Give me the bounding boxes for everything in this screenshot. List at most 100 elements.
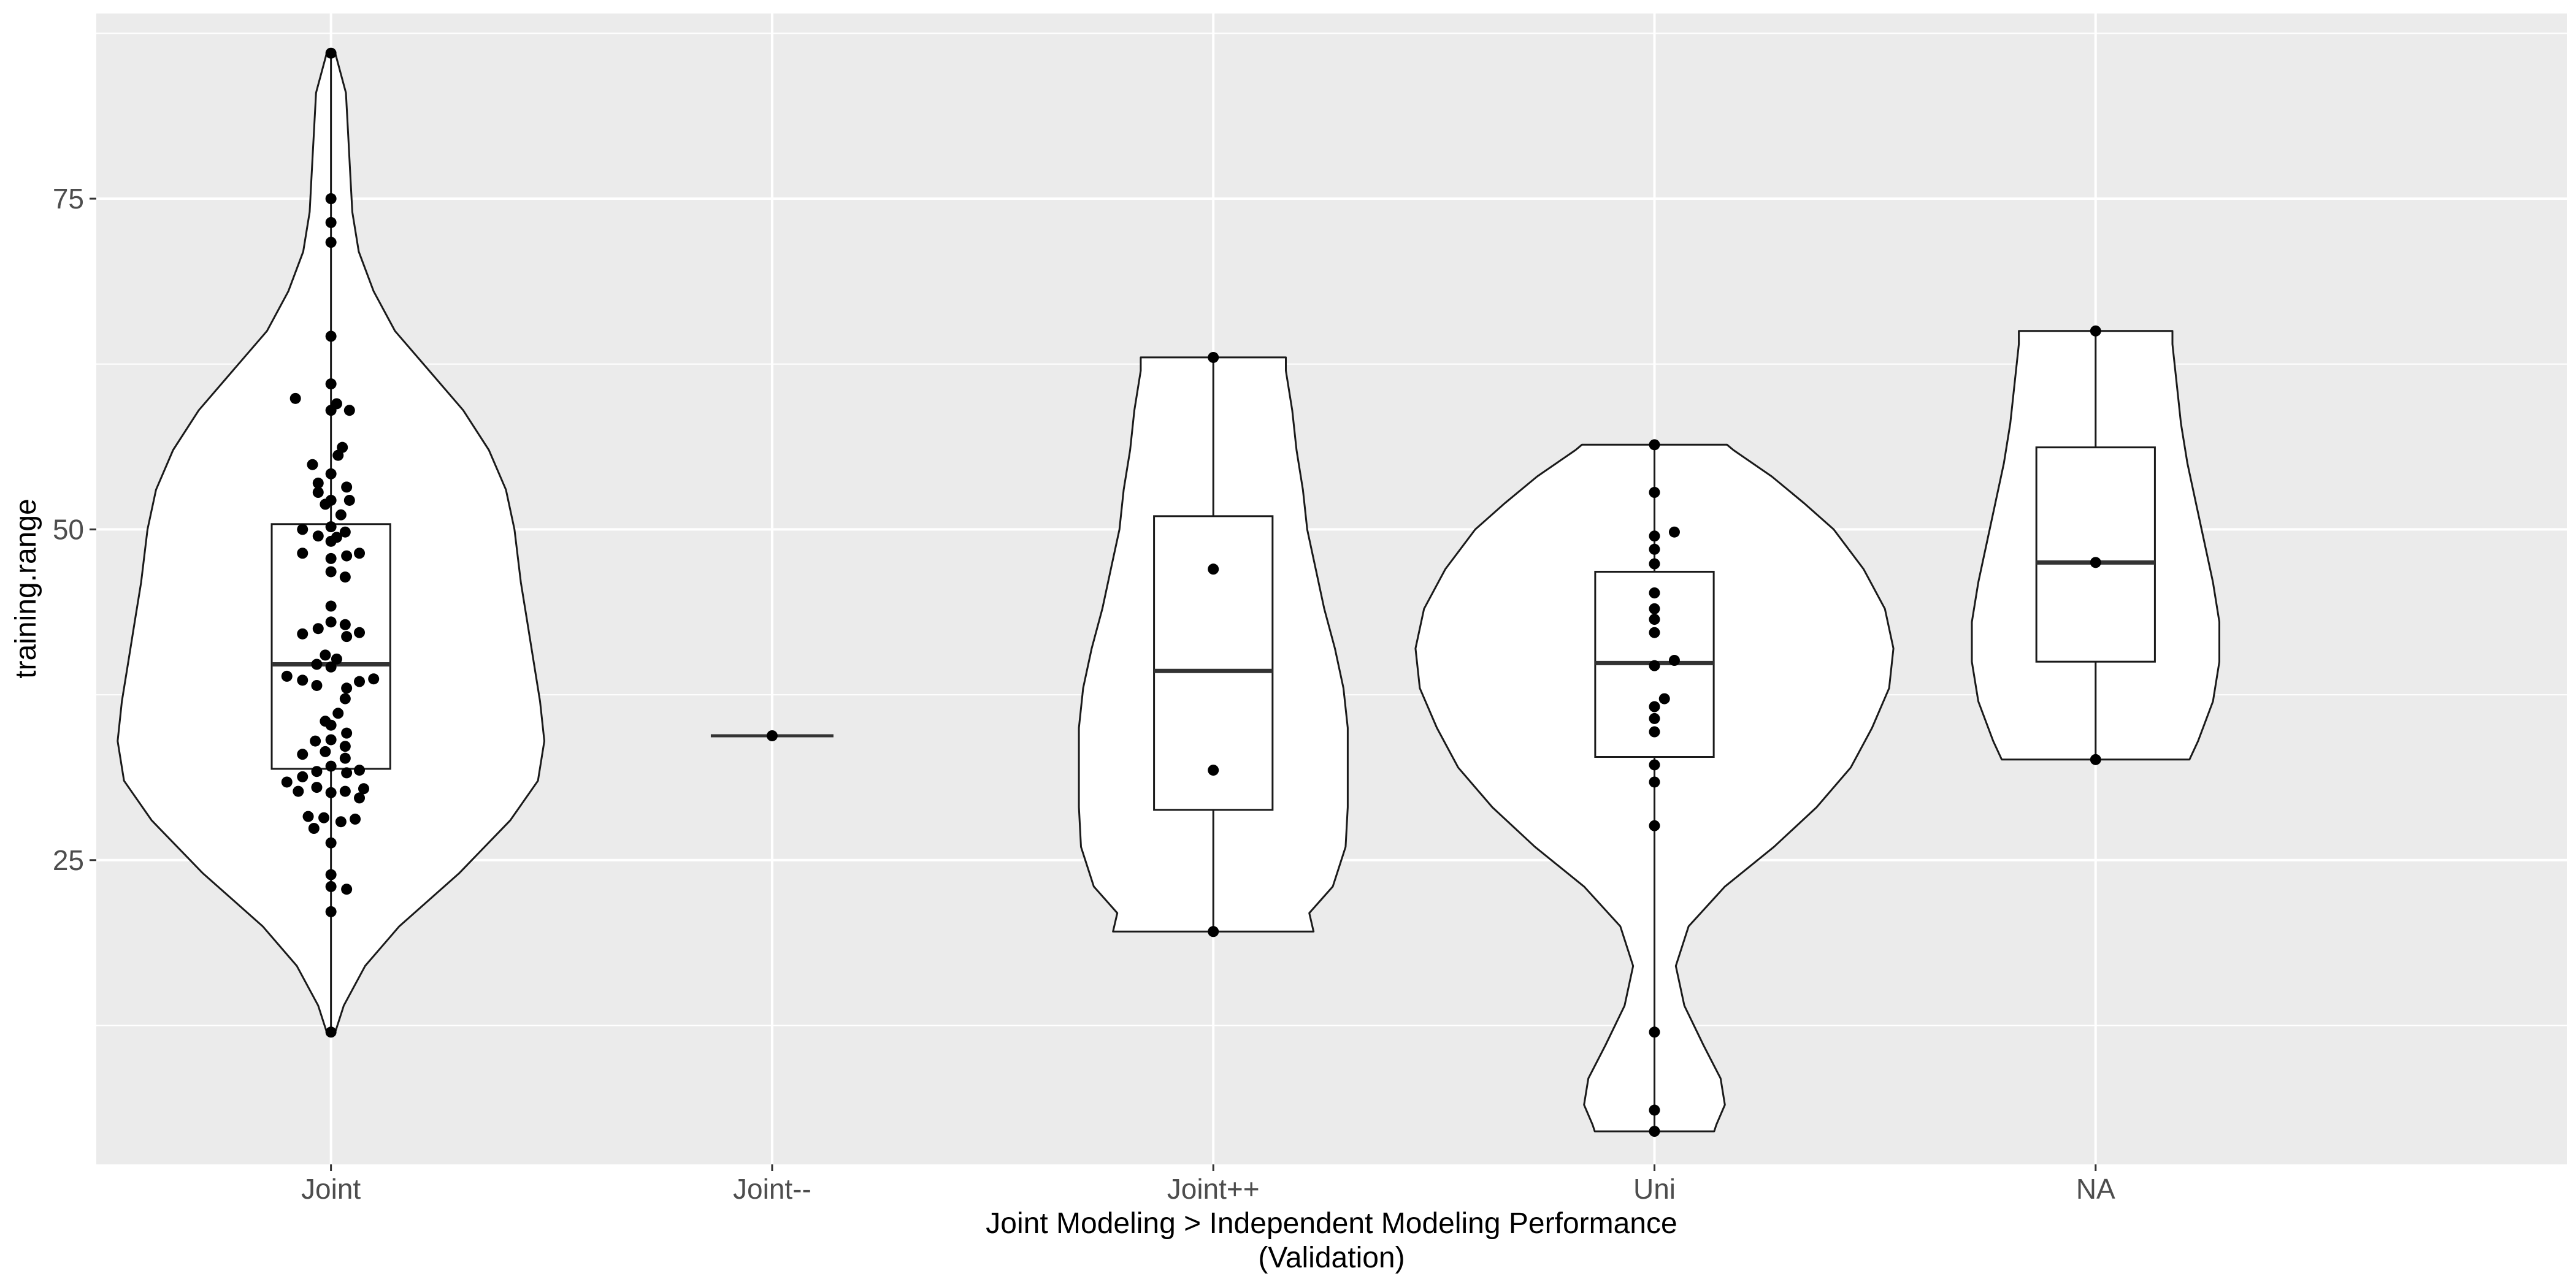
point-Joint bbox=[281, 776, 293, 788]
point-Joint bbox=[341, 727, 353, 739]
point-Joint bbox=[325, 760, 337, 772]
box-NA bbox=[2035, 446, 2156, 663]
point-Uni bbox=[1649, 1026, 1660, 1038]
point-Uni bbox=[1649, 701, 1660, 712]
boxplots bbox=[270, 53, 2156, 1132]
point-Joint bbox=[341, 767, 353, 779]
point-Joint bbox=[325, 405, 337, 416]
point-Joint bbox=[325, 468, 337, 479]
y-tick-label: 50 bbox=[53, 513, 84, 545]
point-Joint bbox=[339, 693, 351, 705]
point-Joint bbox=[339, 526, 351, 538]
x-tick-label: Joint++ bbox=[1167, 1173, 1260, 1205]
axes: 25 50 75 Joint Joint-- Joint++ Uni NA bbox=[53, 183, 2115, 1205]
point-Joint bbox=[312, 487, 324, 498]
x-tick-label: Joint-- bbox=[733, 1173, 811, 1205]
point-Joint bbox=[325, 880, 337, 892]
point-Uni bbox=[1649, 614, 1660, 625]
point-NA bbox=[2090, 325, 2101, 337]
point-Uni bbox=[1649, 487, 1660, 498]
point-Uni bbox=[1649, 558, 1660, 570]
point-Joint bbox=[311, 766, 323, 777]
point-Joint bbox=[325, 237, 337, 248]
point-Joint bbox=[325, 552, 337, 564]
point-Joint bbox=[297, 548, 309, 559]
point-Uni bbox=[1649, 603, 1660, 614]
point-Joint bbox=[325, 566, 337, 578]
point-Joint bbox=[297, 749, 309, 760]
point-Joint bbox=[354, 627, 366, 638]
point-Joint bbox=[325, 734, 337, 746]
point-Uni bbox=[1649, 627, 1660, 638]
point-Joint bbox=[297, 771, 309, 782]
point-Joint bbox=[350, 813, 361, 825]
point-Joint bbox=[312, 477, 324, 489]
point-Joint++ bbox=[1208, 563, 1219, 575]
point-Joint bbox=[341, 631, 353, 643]
point-Joint bbox=[325, 837, 337, 849]
point-NA bbox=[2090, 754, 2101, 765]
point-Joint bbox=[325, 869, 337, 880]
point-Uni bbox=[1649, 530, 1660, 542]
point-Joint bbox=[332, 449, 344, 461]
point-Uni bbox=[1649, 660, 1660, 671]
point-Joint bbox=[354, 792, 366, 804]
point-Joint bbox=[368, 673, 380, 685]
point-Joint bbox=[310, 735, 321, 747]
point-Joint bbox=[320, 498, 331, 510]
point-Joint bbox=[325, 661, 337, 673]
point-Joint bbox=[325, 1026, 337, 1038]
point-Joint bbox=[339, 619, 351, 630]
point-Joint bbox=[312, 623, 324, 635]
point-Uni bbox=[1649, 1104, 1660, 1116]
point-Joint bbox=[318, 812, 330, 823]
point-Joint bbox=[335, 816, 347, 828]
point-Joint bbox=[325, 193, 337, 205]
point-Uni bbox=[1649, 587, 1660, 598]
x-tick-label: Uni bbox=[1633, 1173, 1676, 1205]
point-Joint bbox=[339, 571, 351, 583]
point-Joint bbox=[325, 378, 337, 390]
point-Joint bbox=[325, 330, 337, 342]
point-Joint bbox=[307, 459, 318, 470]
point-Joint bbox=[308, 823, 320, 834]
point-Uni bbox=[1668, 655, 1680, 666]
point-Joint bbox=[281, 670, 293, 682]
point-Uni bbox=[1649, 820, 1660, 831]
point-Joint bbox=[354, 676, 366, 687]
point-Joint++ bbox=[1208, 351, 1219, 363]
point-Joint bbox=[358, 783, 369, 795]
point-Joint bbox=[332, 708, 344, 719]
point-Joint bbox=[311, 782, 323, 793]
data-points bbox=[281, 47, 2101, 1137]
point-Joint bbox=[339, 752, 351, 764]
point-Joint bbox=[311, 679, 323, 691]
point-Joint bbox=[325, 47, 337, 59]
x-axis-title-line-2: (Validation) bbox=[1258, 1242, 1405, 1274]
point-Joint bbox=[343, 494, 355, 506]
point-Joint bbox=[331, 653, 342, 665]
point-Uni bbox=[1649, 712, 1660, 724]
point-Joint bbox=[335, 509, 347, 521]
x-axis-title-line-1: Joint Modeling > Independent Modeling Pe… bbox=[986, 1207, 1677, 1240]
point-Uni bbox=[1649, 759, 1660, 771]
point-Joint bbox=[341, 682, 353, 694]
x-tick-label: Joint bbox=[301, 1173, 361, 1205]
point-Joint bbox=[354, 765, 366, 776]
point-Joint bbox=[339, 785, 351, 797]
point-Uni bbox=[1649, 726, 1660, 738]
point-Joint bbox=[312, 530, 324, 542]
point-Joint bbox=[325, 216, 337, 228]
point-Uni bbox=[1649, 543, 1660, 555]
point-Joint bbox=[325, 906, 337, 917]
point-Uni bbox=[1649, 1126, 1660, 1137]
y-axis-title: training.range bbox=[10, 498, 42, 679]
point-Joint++ bbox=[1208, 926, 1219, 938]
point-Joint bbox=[325, 719, 337, 731]
point-Joint-- bbox=[766, 730, 778, 741]
point-Joint bbox=[297, 524, 309, 535]
point-Joint bbox=[325, 600, 337, 612]
x-tick-label: NA bbox=[2076, 1173, 2115, 1205]
point-Joint bbox=[289, 392, 301, 404]
